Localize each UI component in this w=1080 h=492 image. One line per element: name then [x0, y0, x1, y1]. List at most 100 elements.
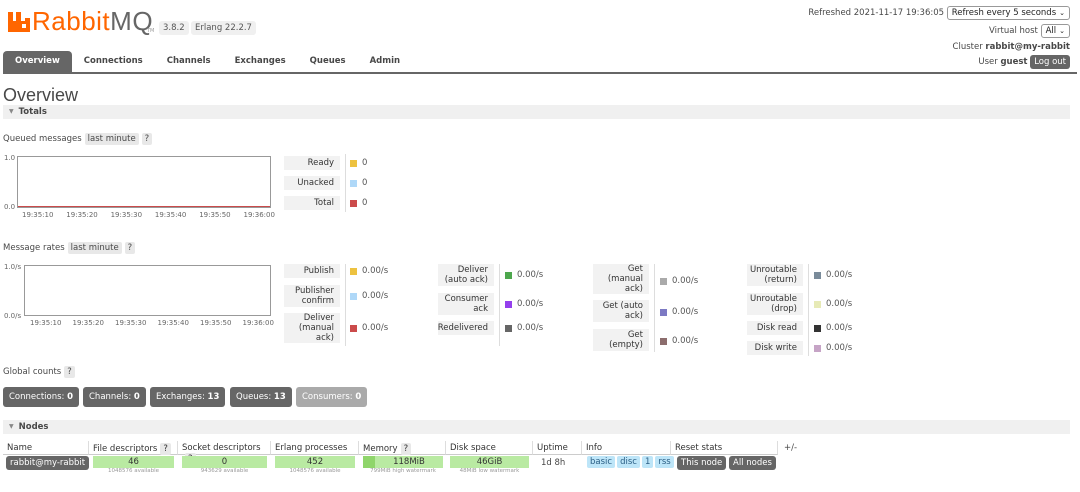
info-tag-count: 1 [641, 456, 654, 468]
rabbitmq-logo-icon [8, 12, 30, 32]
col-header-socket-descriptors[interactable]: Socket descriptors? [178, 441, 271, 465]
queued-help-icon[interactable]: ? [141, 133, 153, 145]
queued-messages-label: Queued messages last minute? [3, 133, 153, 145]
queued-y-max: 1.0 [4, 154, 16, 162]
legend-get-auto-value: 0.00/s [660, 305, 698, 319]
global-counts-label: Global counts? [3, 366, 75, 378]
virtual-host-area: Virtual host All ⌄ [989, 24, 1070, 38]
rates-y-max: 1.0/s [4, 263, 22, 271]
x-tick: 19:35:20 [66, 211, 98, 219]
reset-all-nodes-button[interactable]: All nodes [729, 456, 776, 470]
legend-total-label: Total [284, 196, 340, 210]
nodes-section-header[interactable]: ▼ Nodes [3, 420, 1070, 434]
rates-range-selector[interactable]: last minute [67, 242, 122, 254]
info-cell: basic disc 1 rss [587, 456, 676, 480]
logo-trademark: TM [147, 28, 155, 34]
legend-deliver-manual-value: 0.00/s [350, 321, 388, 335]
refresh-area: Refreshed 2021-11-17 19:36:05 Refresh ev… [808, 6, 1070, 20]
legend-unroutable-return-value: 0.00/s [814, 268, 852, 282]
erlang-processes-cell: 452 1048576 available [275, 456, 355, 480]
reset-stats-cell: This node All nodes [677, 456, 776, 480]
legend-disk-write-label: Disk write [747, 341, 803, 355]
totals-section-header[interactable]: ▼ Totals [3, 105, 1070, 119]
col-header-memory[interactable]: Memory? [359, 441, 446, 455]
legend-divider [345, 264, 346, 346]
legend-publish-value: 0.00/s [350, 264, 388, 278]
page-title: Overview [3, 85, 79, 105]
erlang-version: Erlang 22.2.7 [191, 21, 256, 35]
legend-deliver-auto-value: 0.00/s [505, 268, 543, 282]
socket-descriptors-cell: 0 943629 available [182, 456, 267, 480]
reset-this-node-button[interactable]: This node [677, 456, 727, 470]
legend-deliver-manual-label: Deliver (manual ack) [284, 313, 340, 343]
queued-range-selector[interactable]: last minute [84, 133, 139, 145]
channels-count-button[interactable]: Channels: 0 [83, 387, 146, 407]
legend-unacked-value: 0 [350, 176, 367, 190]
legend-publisher-confirm-label: Publisher confirm [284, 285, 340, 307]
legend-get-auto-label: Get (auto ack) [593, 300, 649, 322]
rates-help-icon[interactable]: ? [124, 242, 136, 254]
logout-button[interactable]: Log out [1030, 55, 1070, 69]
legend-unacked-label: Unacked [284, 176, 340, 190]
rabbitmq-version: 3.8.2 [159, 21, 189, 35]
file-descriptors-cell: 46 1048576 available [93, 456, 174, 480]
legend-disk-read-label: Disk read [747, 321, 803, 335]
memory-cell: 118MiB 799MiB high watermark [363, 456, 443, 480]
queues-count-button[interactable]: Queues: 13 [230, 387, 292, 407]
legend-divider [345, 154, 346, 212]
col-header-name[interactable]: Name [3, 441, 89, 455]
x-tick: 19:35:20 [72, 319, 104, 327]
help-icon[interactable]: ? [160, 443, 171, 455]
col-header-reset-stats[interactable]: Reset stats [671, 441, 778, 455]
legend-get-manual-value: 0.00/s [660, 274, 698, 288]
tab-overview[interactable]: Overview [3, 51, 72, 72]
legend-ready-label: Ready [284, 156, 340, 170]
refresh-interval-select[interactable]: Refresh every 5 seconds ⌄ [946, 6, 1070, 20]
virtual-host-label: Virtual host [989, 26, 1038, 36]
col-header-disk-space[interactable]: Disk space [446, 441, 533, 455]
chevron-down-icon: ⌄ [1059, 9, 1065, 17]
exchanges-count-button[interactable]: Exchanges: 13 [150, 387, 226, 407]
x-tick: 19:36:00 [243, 211, 275, 219]
legend-redelivered-label: Redelivered [438, 321, 494, 335]
collapse-triangle-icon: ▼ [9, 423, 14, 430]
help-icon[interactable]: ? [400, 443, 412, 455]
legend-redelivered-value: 0.00/s [505, 321, 543, 335]
legend-consumer-ack-label: Consumer ack [438, 293, 494, 315]
legend-publish-label: Publish [284, 264, 340, 278]
connections-count-button[interactable]: Connections: 0 [3, 387, 80, 407]
legend-disk-write-value: 0.00/s [814, 341, 852, 355]
legend-divider [654, 264, 655, 352]
legend-get-manual-label: Get (manual ack) [593, 264, 649, 294]
tab-admin[interactable]: Admin [369, 56, 401, 66]
global-help-icon[interactable]: ? [64, 366, 75, 378]
col-header-info[interactable]: Info [582, 441, 671, 455]
queued-y-min: 0.0 [4, 203, 16, 211]
legend-deliver-auto-label: Deliver (auto ack) [438, 264, 494, 286]
x-tick: 19:35:10 [22, 211, 54, 219]
legend-unroutable-return-label: Unroutable (return) [747, 264, 803, 286]
logo-wordmark: RabbitMQ [32, 6, 154, 36]
legend-total-value: 0 [350, 196, 367, 210]
x-tick: 19:36:00 [242, 319, 274, 327]
virtual-host-select[interactable]: All ⌄ [1040, 24, 1070, 38]
col-header-erlang-processes[interactable]: Erlang processes [271, 441, 359, 455]
col-header-uptime[interactable]: Uptime [533, 441, 582, 455]
x-tick: 19:35:40 [157, 319, 189, 327]
tab-connections[interactable]: Connections [83, 56, 143, 66]
legend-get-empty-label: Get (empty) [593, 329, 649, 351]
legend-get-empty-value: 0.00/s [660, 334, 698, 348]
x-tick: 19:35:30 [115, 319, 147, 327]
node-name-button[interactable]: rabbit@my-rabbit [6, 456, 90, 480]
tab-queues[interactable]: Queues [309, 56, 346, 66]
cluster-name: rabbit@my-rabbit [985, 42, 1070, 52]
tab-exchanges[interactable]: Exchanges [234, 56, 286, 66]
refreshed-timestamp: Refreshed 2021-11-17 19:36:05 [808, 8, 945, 18]
col-header-file-descriptors[interactable]: File descriptors? [89, 441, 178, 455]
legend-divider [808, 264, 809, 356]
consumers-count-button[interactable]: Consumers: 0 [296, 387, 368, 407]
columns-toggle-button[interactable]: +/- [784, 443, 798, 453]
legend-unroutable-drop-value: 0.00/s [814, 297, 852, 311]
x-tick: 19:35:10 [30, 319, 62, 327]
tab-channels[interactable]: Channels [166, 56, 211, 66]
